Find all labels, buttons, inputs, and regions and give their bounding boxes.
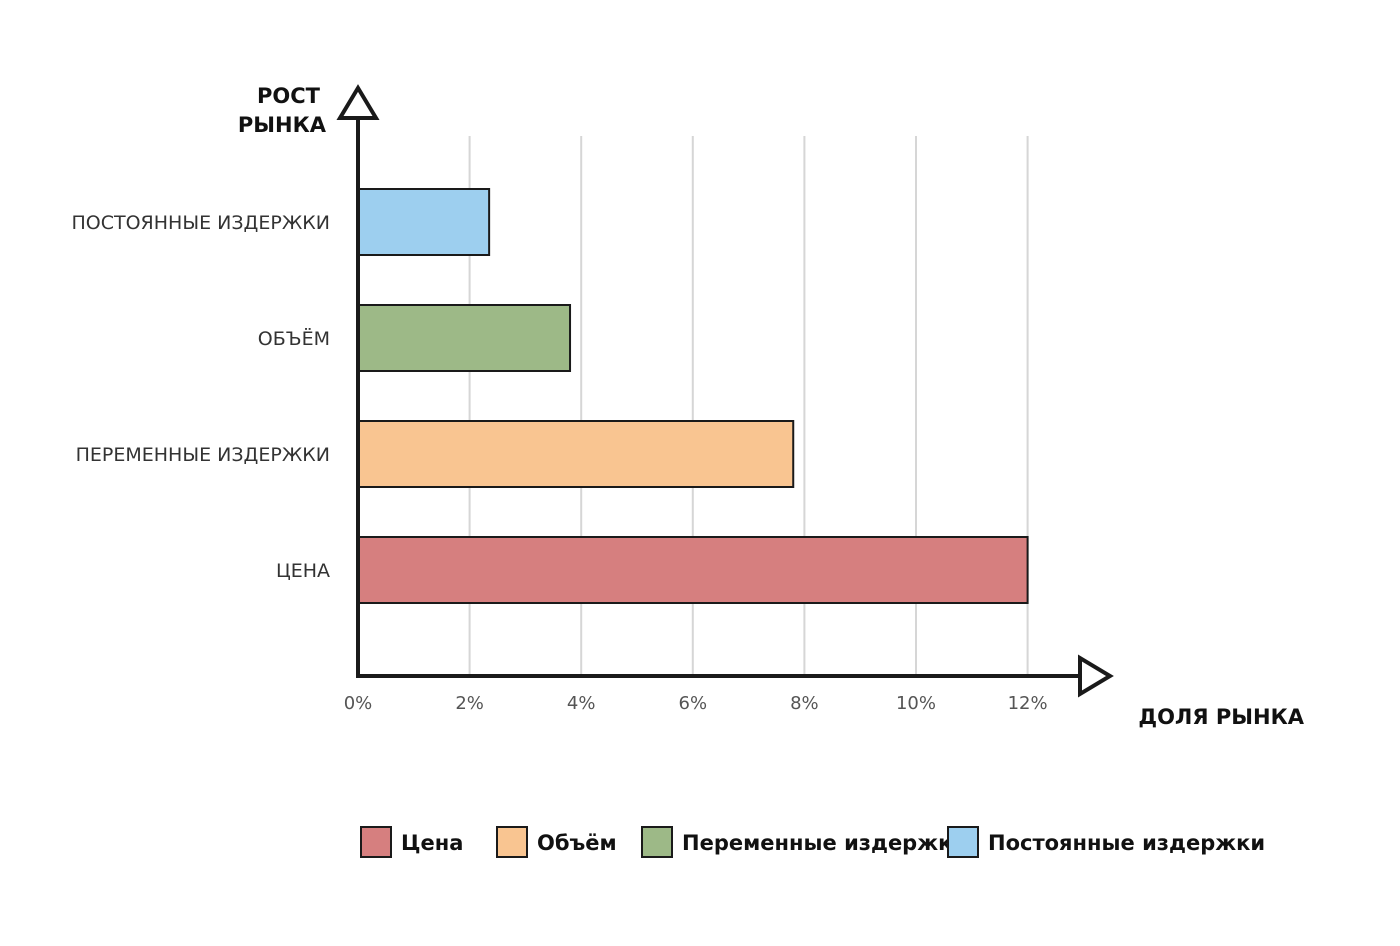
x-tick-label: 4% (567, 693, 596, 714)
category-label: ЦЕНА (276, 560, 330, 582)
x-tick-label: 12% (1008, 693, 1048, 714)
y-axis-title-line-1: РОСТ (257, 84, 321, 108)
legend-swatch (641, 826, 673, 858)
bar (357, 420, 795, 488)
bar (357, 536, 1029, 604)
x-tick-label: 6% (679, 693, 708, 714)
axes-layer (336, 84, 1114, 698)
legend-label: Объём (537, 831, 617, 855)
legend-item: Цена (360, 826, 463, 858)
x-tick-label: 2% (455, 693, 484, 714)
y-axis-title-line-2: РЫНКА (238, 113, 327, 137)
category-labels: ЦЕНА ПЕРЕМЕННЫЕ ИЗДЕРЖКИ ОБЪЁМ ПОСТОЯННЫЕ И… (71, 212, 330, 582)
category-label: ОБЪЁМ (258, 327, 330, 350)
bars-layer (357, 188, 1029, 604)
x-axis-arrow (1078, 654, 1114, 698)
legend-item: Объём (496, 826, 617, 858)
legend-label: Цена (401, 831, 463, 855)
category-label: ПЕРЕМЕННЫЕ ИЗДЕРЖКИ (76, 444, 330, 466)
x-axis-title: ДОЛЯ РЫНКА (1138, 705, 1304, 729)
legend-swatch (947, 826, 979, 858)
x-tick-label: 10% (896, 693, 936, 714)
x-tick-label: 8% (790, 693, 819, 714)
legend-label: Переменные издержки (682, 831, 967, 855)
category-label: ПОСТОЯННЫЕ ИЗДЕРЖКИ (71, 212, 330, 234)
legend: Цена Объём Переменные издержки Постоянные и… (360, 826, 1265, 858)
y-axis-arrow (336, 84, 380, 120)
legend-item: Переменные издержки (641, 826, 967, 858)
legend-item: Постоянные издержки (947, 826, 1265, 858)
tick-labels: 0% 2% 4% 6% 8% 10% 12% (344, 693, 1048, 714)
legend-swatch (496, 826, 528, 858)
legend-label: Постоянные издержки (988, 831, 1265, 855)
legend-swatch (360, 826, 392, 858)
bar (357, 304, 572, 372)
x-tick-label: 0% (344, 693, 373, 714)
bar (357, 188, 491, 256)
